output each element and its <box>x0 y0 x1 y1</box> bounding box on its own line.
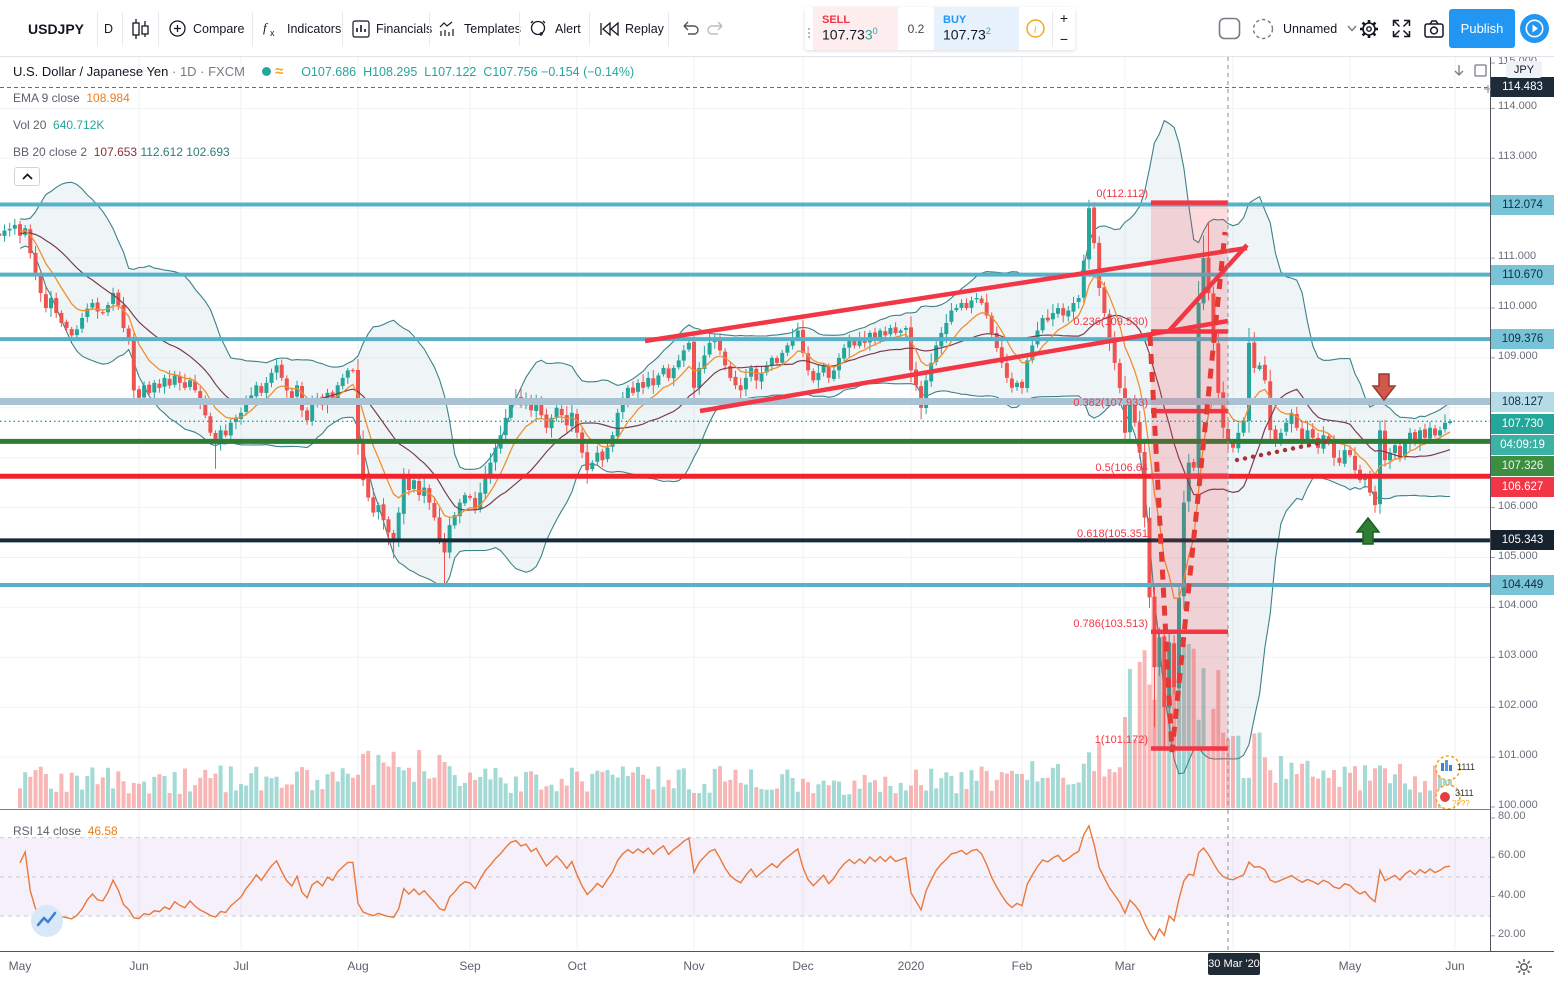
svg-text:????: ???? <box>1452 799 1470 808</box>
svg-text:f: f <box>263 20 269 35</box>
svg-text:3111: 3111 <box>1455 788 1474 798</box>
svg-text:1111: 1111 <box>1457 762 1475 772</box>
svg-text:i: i <box>1034 24 1037 36</box>
svg-text:x: x <box>270 28 275 37</box>
